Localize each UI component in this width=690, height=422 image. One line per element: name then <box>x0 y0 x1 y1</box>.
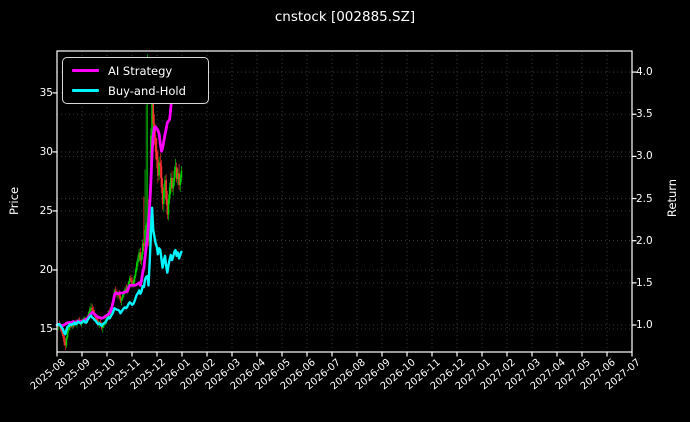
tick-marks <box>52 71 637 357</box>
series-line-buy-and-hold <box>55 206 183 336</box>
price-tick-label: 35 <box>39 86 53 99</box>
price-tick-label: 25 <box>39 204 53 217</box>
ai-strategy-line-swatch <box>72 68 99 73</box>
return-axis-label: Return <box>665 178 679 218</box>
legend: AI Strategy Buy-and-Hold <box>62 57 209 104</box>
return-tick-label: 2.0 <box>636 234 653 247</box>
chart-title: cnstock [002885.SZ] <box>274 9 416 25</box>
legend-label: AI Strategy <box>108 63 173 78</box>
plot-spines <box>56 50 633 353</box>
legend-item-buy-and-hold: Buy-and-Hold <box>72 82 208 99</box>
price-tick-label: 15 <box>39 322 53 335</box>
return-tick-label: 2.5 <box>636 192 653 205</box>
buy-and-hold-line-swatch <box>72 88 99 93</box>
legend-label: Buy-and-Hold <box>108 83 186 98</box>
return-tick-label: 3.5 <box>636 108 653 121</box>
return-tick-label: 4.0 <box>636 66 653 79</box>
price-tick-label: 30 <box>39 145 53 158</box>
series-line-ai-strategy <box>55 89 183 328</box>
price-tick-label: 20 <box>39 263 53 276</box>
legend-item-ai-strategy: AI Strategy <box>72 62 208 79</box>
return-tick-label: 1.5 <box>636 276 653 289</box>
return-tick-label: 3.0 <box>636 150 653 163</box>
return-tick-label: 1.0 <box>636 319 653 332</box>
